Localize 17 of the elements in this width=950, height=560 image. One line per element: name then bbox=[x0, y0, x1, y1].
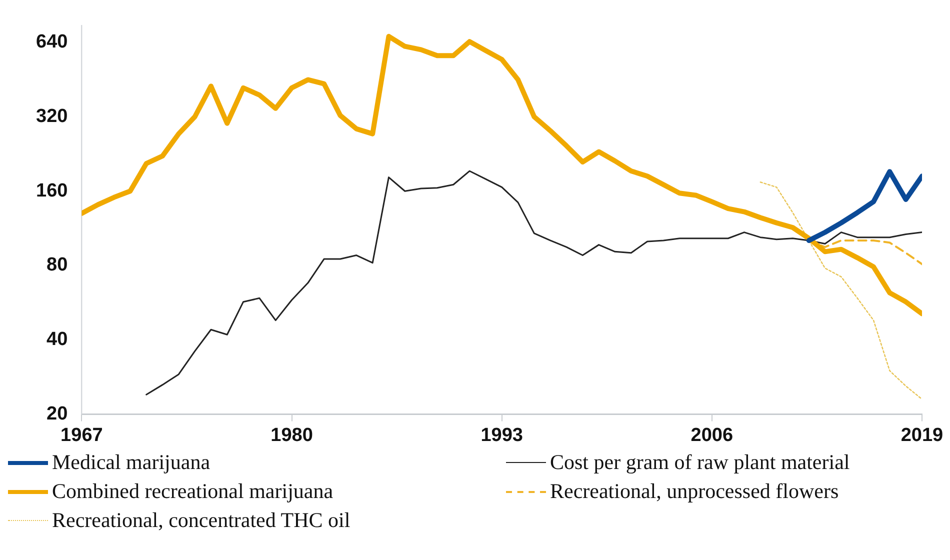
x-tick-label: 2019 bbox=[900, 424, 944, 446]
legend-label: Combined recreational marijuana bbox=[52, 479, 334, 504]
y-tick-label: 160 bbox=[36, 180, 68, 202]
x-tick-label: 1980 bbox=[270, 424, 313, 446]
y-tick-label: 40 bbox=[46, 329, 68, 350]
legend-label: Medical marijuana bbox=[52, 450, 210, 475]
x-tick-label: 1993 bbox=[480, 424, 523, 446]
legend-label: Recreational, unprocessed flowers bbox=[550, 479, 839, 504]
y-tick-label: 20 bbox=[46, 403, 68, 424]
line-series bbox=[760, 182, 922, 400]
y-tick-label: 640 bbox=[36, 32, 68, 53]
legend-label: Recreational, concentrated THC oil bbox=[52, 508, 350, 533]
legend-label: Cost per gram of raw plant material bbox=[550, 450, 850, 475]
y-tick-label: 320 bbox=[36, 106, 68, 128]
y-tick-label: 80 bbox=[46, 254, 68, 276]
x-tick-label: 1967 bbox=[60, 424, 103, 446]
x-tick-label: 2006 bbox=[690, 424, 734, 446]
